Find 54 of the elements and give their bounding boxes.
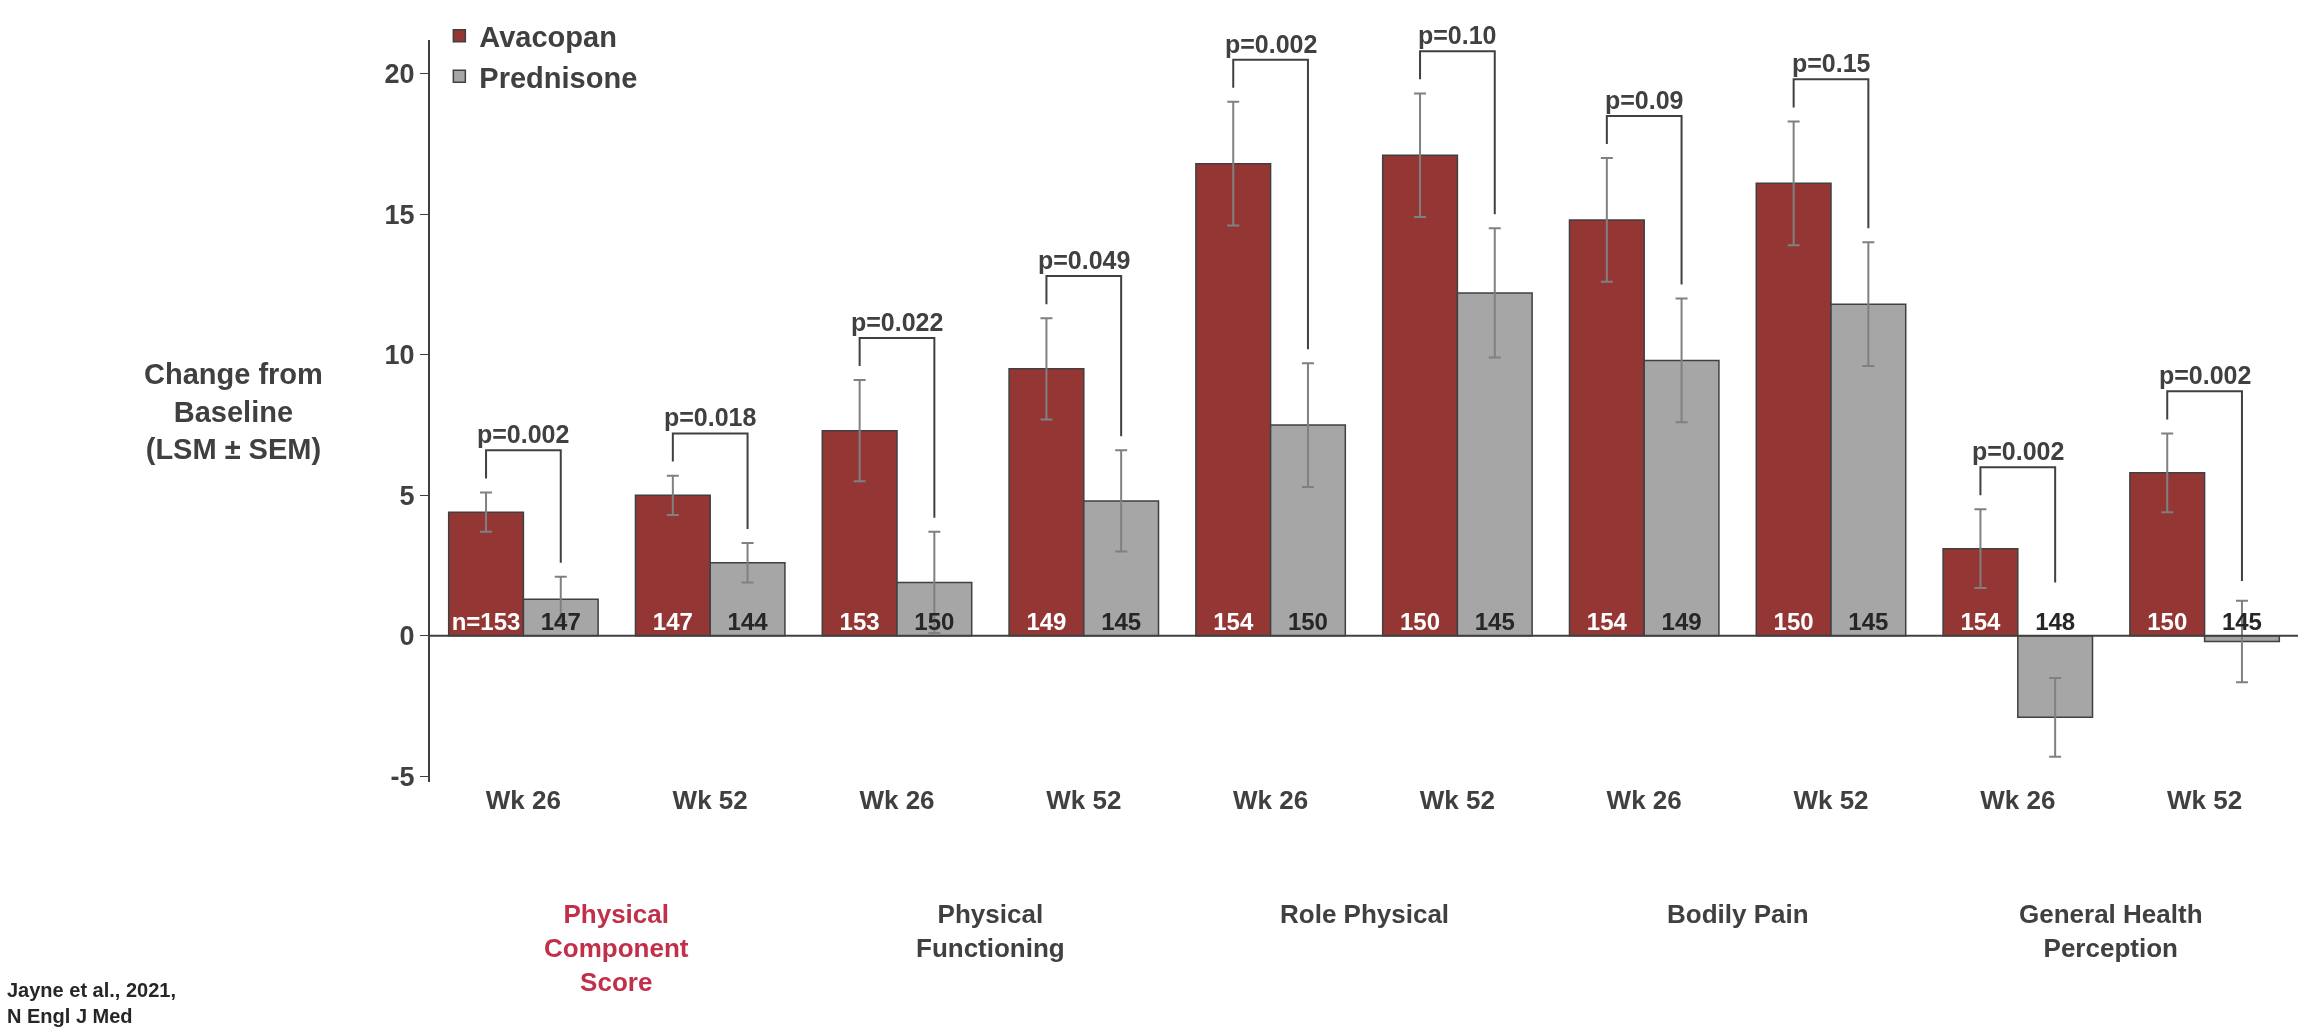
annotation: 150 (1400, 607, 1441, 635)
text: Jayne et al., 2021, N Engl J Med (7, 979, 177, 1027)
y-tick-label: 10 (384, 340, 415, 371)
annotation: 149 (1026, 607, 1067, 635)
annotation: n=153 (451, 607, 521, 635)
annotation: p=0.018 (664, 403, 757, 431)
x-tick-label: Wk 52 (1419, 785, 1495, 815)
x-tick-label: Wk 52 (1793, 785, 1869, 815)
y-tick-label: -5 (390, 761, 415, 792)
annotation: 153 (839, 607, 880, 635)
x-tick-label: Wk 26 (485, 785, 561, 815)
text: Physical Functioning (916, 899, 1065, 963)
annotation: p=0.002 (1972, 437, 2065, 465)
y-tick-label: 15 (384, 199, 415, 230)
x-tick-label: Wk 52 (1046, 785, 1122, 815)
annotation: p=0.022 (851, 308, 944, 336)
annotation: 144 (727, 607, 769, 635)
text: Bodily Pain (1667, 899, 1809, 929)
annotation: p=0.002 (477, 420, 570, 448)
annotation: 154 (1586, 607, 1628, 635)
annotation: p=0.10 (1418, 21, 1497, 49)
x-tick-label: Wk 26 (1233, 785, 1309, 815)
y-tick-label: 20 (384, 59, 415, 90)
annotation: p=0.002 (2159, 361, 2252, 389)
annotation: 150 (1287, 607, 1328, 635)
annotation: 154 (1213, 607, 1254, 635)
annotation: p=0.002 (1225, 30, 1318, 58)
annotation: 145 (1848, 607, 1889, 635)
y-tick-label: 5 (399, 480, 415, 511)
annotation: p=0.09 (1605, 86, 1684, 114)
x-tick-label: Wk 52 (672, 785, 748, 815)
annotation: 149 (1661, 607, 1702, 635)
x-tick-label: Wk 26 (859, 785, 935, 815)
annotation: 154 (1960, 607, 2002, 635)
annotation: 145 (1474, 607, 1515, 635)
annotation: 147 (540, 607, 581, 635)
y-tick-label: 0 (399, 621, 415, 652)
text: Physical Component Score (544, 899, 689, 997)
annotation: p=0.049 (1038, 246, 1131, 274)
legend-label: Avacopan (479, 20, 617, 53)
text: Role Physical (1280, 899, 1450, 929)
annotation: 150 (1773, 607, 1814, 635)
x-tick-label: Wk 26 (1980, 785, 2056, 815)
y-axis-title: Change from Baseline (LSM ± SEM) (144, 358, 323, 466)
x-tick-label: Wk 52 (2167, 785, 2243, 815)
annotation: 150 (2147, 607, 2188, 635)
annotation: 148 (2035, 607, 2076, 635)
annotation: p=0.15 (1792, 49, 1871, 77)
text: General Health Perception (2019, 899, 2203, 963)
annotation: 147 (652, 607, 693, 635)
x-tick-label: Wk 26 (1606, 785, 1682, 815)
legend-label: Prednisone (479, 61, 638, 94)
annotation: 145 (1101, 607, 1142, 635)
annotation: 150 (914, 607, 955, 635)
